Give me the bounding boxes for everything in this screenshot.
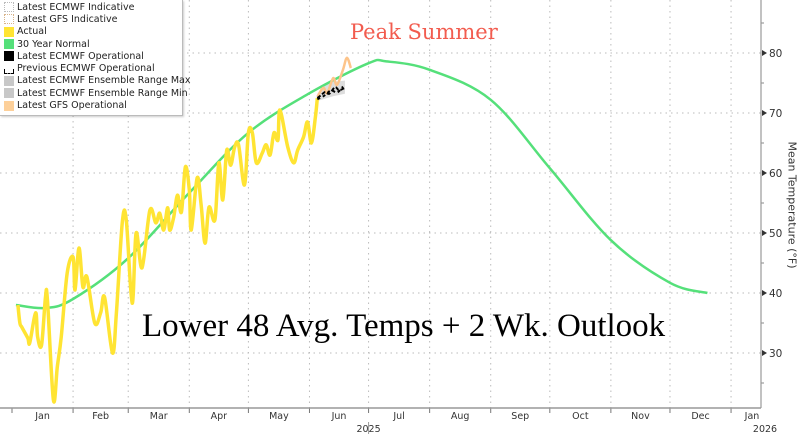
legend-item[interactable]: Latest ECMWF Ensemble Range Min <box>0 87 188 99</box>
annotation-peak-summer: Peak Summer <box>350 20 498 44</box>
legend-swatch-ecmwf-indicative <box>4 2 14 13</box>
legend-label: 30 Year Normal <box>17 38 90 50</box>
legend-label: Latest GFS Operational <box>17 100 127 112</box>
y-tick-label: 40 <box>769 288 782 300</box>
legend-item[interactable]: Latest ECMWF Operational <box>0 50 182 62</box>
legend-label: Latest ECMWF Indicative <box>17 1 135 13</box>
legend-swatch-normal <box>4 39 14 50</box>
legend-swatch-ensemble-max <box>4 75 14 86</box>
x-tick-label: Jan <box>744 411 760 422</box>
legend-label: Latest ECMWF Ensemble Range Min <box>17 87 188 99</box>
y-tick-label: 50 <box>769 228 782 240</box>
series-30-year-normal <box>15 58 708 310</box>
y-tick-label: 70 <box>769 108 782 120</box>
x-tick-label: Aug <box>451 411 470 422</box>
x-tick-label: Dec <box>691 411 709 422</box>
y-tick-label: 60 <box>769 168 782 180</box>
legend-item[interactable]: Previous ECMWF Operational <box>0 62 182 74</box>
x-tick-label: Jul <box>392 411 404 422</box>
series-actual <box>16 97 320 404</box>
series-gfs-operational <box>316 56 353 98</box>
y-tick-label: 80 <box>769 48 782 60</box>
legend-label: Previous ECMWF Operational <box>17 63 155 75</box>
x-tick-label: Feb <box>92 411 109 422</box>
y-tick-mark <box>762 230 767 236</box>
legend-label: Latest ECMWF Operational <box>17 50 144 62</box>
x-tick-label: Sep <box>511 411 529 422</box>
y-tick-mark <box>762 290 767 296</box>
legend-label: Actual <box>17 26 47 38</box>
x-tick-label: Nov <box>631 411 650 422</box>
legend-item[interactable]: Actual <box>0 26 182 38</box>
x-tick-label: Oct <box>572 411 589 422</box>
y-tick-mark <box>762 170 767 176</box>
legend-swatch-ensemble-min <box>4 88 14 99</box>
series-previous-ecmwf <box>316 85 344 101</box>
series-latest-ecmwf <box>316 86 346 99</box>
year-label: 2026 <box>753 424 777 434</box>
legend-item[interactable]: Latest ECMWF Indicative <box>0 1 182 13</box>
legend-item[interactable]: Latest GFS Indicative <box>0 13 182 25</box>
legend-swatch-actual <box>4 26 14 37</box>
y-tick-label: 30 <box>769 348 782 360</box>
y-tick-mark <box>762 110 767 116</box>
legend-label: Latest GFS Indicative <box>17 13 118 25</box>
legend-swatch-gfs-indicative <box>4 14 14 25</box>
y-tick-mark <box>762 50 767 56</box>
legend-item[interactable]: Latest ECMWF Ensemble Range Max <box>0 75 190 87</box>
legend-swatch-gfs-operational <box>4 100 14 111</box>
y-axis-title: Mean Temperature (°F) <box>785 141 799 269</box>
legend: Latest ECMWF Indicative Latest GFS Indic… <box>0 0 190 116</box>
x-tick-label: Jan <box>34 411 50 422</box>
x-tick-label: May <box>269 411 289 422</box>
y-tick-mark <box>762 350 767 356</box>
legend-swatch-previous-ecmwf <box>4 68 14 74</box>
legend-label: Latest ECMWF Ensemble Range Max <box>17 75 191 87</box>
x-tick-label: Apr <box>211 411 228 422</box>
annotation-title: Lower 48 Avg. Temps + 2 Wk. Outlook <box>142 308 666 344</box>
legend-item[interactable]: Latest GFS Operational <box>0 99 182 111</box>
legend-item[interactable]: 30 Year Normal <box>0 38 182 50</box>
x-tick-label: Mar <box>150 411 168 422</box>
x-tick-label: Jun <box>331 411 347 422</box>
legend-swatch-ecmwf-operational <box>4 51 14 62</box>
